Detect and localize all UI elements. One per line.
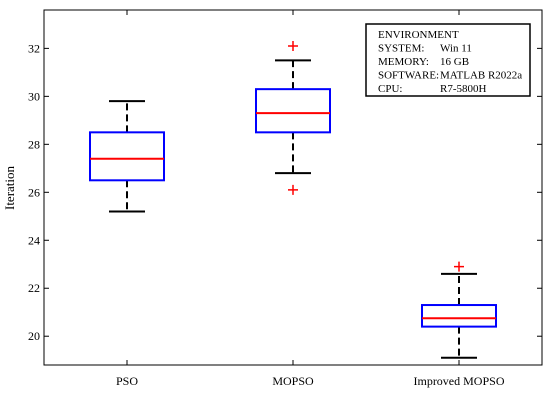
environment-value-cpu: R7-5800H [440,83,487,95]
environment-title: ENVIRONMENT [378,29,459,41]
x-axis: PSO MOPSO Improved MOPSO [116,10,505,388]
x-tick-label: Improved MOPSO [413,374,504,388]
y-tick-label: 28 [28,137,40,151]
x-tick-label: MOPSO [272,374,314,388]
y-tick-label: 22 [28,281,40,295]
environment-value-software: MATLAB R2022a [440,70,522,82]
environment-value-system: Win 11 [440,43,472,55]
box-group [421,261,497,359]
box-group [255,40,331,195]
box-iqr [421,304,497,328]
environment-label-cpu: CPU: [378,83,402,95]
box-iqr [89,131,165,182]
y-tick-label: 20 [28,329,40,343]
box-iqr [255,88,331,134]
outlier-marker [288,184,298,195]
y-tick-label: 30 [28,89,40,103]
outlier-marker [454,261,464,272]
environment-annotation: ENVIRONMENT SYSTEM: Win 11 MEMORY: 16 GB… [365,23,531,97]
y-axis: 20 22 24 26 28 30 32 [28,41,542,343]
environment-value-memory: 16 GB [440,56,469,68]
environment-label-software: SOFTWARE: [378,70,439,82]
y-tick-label: 24 [28,233,40,247]
y-axis-label: Iteration [2,165,17,210]
outlier-marker [288,40,298,51]
box-group [89,100,165,213]
environment-label-memory: MEMORY: [378,56,429,68]
environment-label-system: SYSTEM: [378,43,424,55]
y-tick-label: 26 [28,185,40,199]
boxes [89,40,497,359]
x-tick-label: PSO [116,374,138,388]
environment-box-frame [365,23,531,97]
y-tick-label: 32 [28,41,40,55]
